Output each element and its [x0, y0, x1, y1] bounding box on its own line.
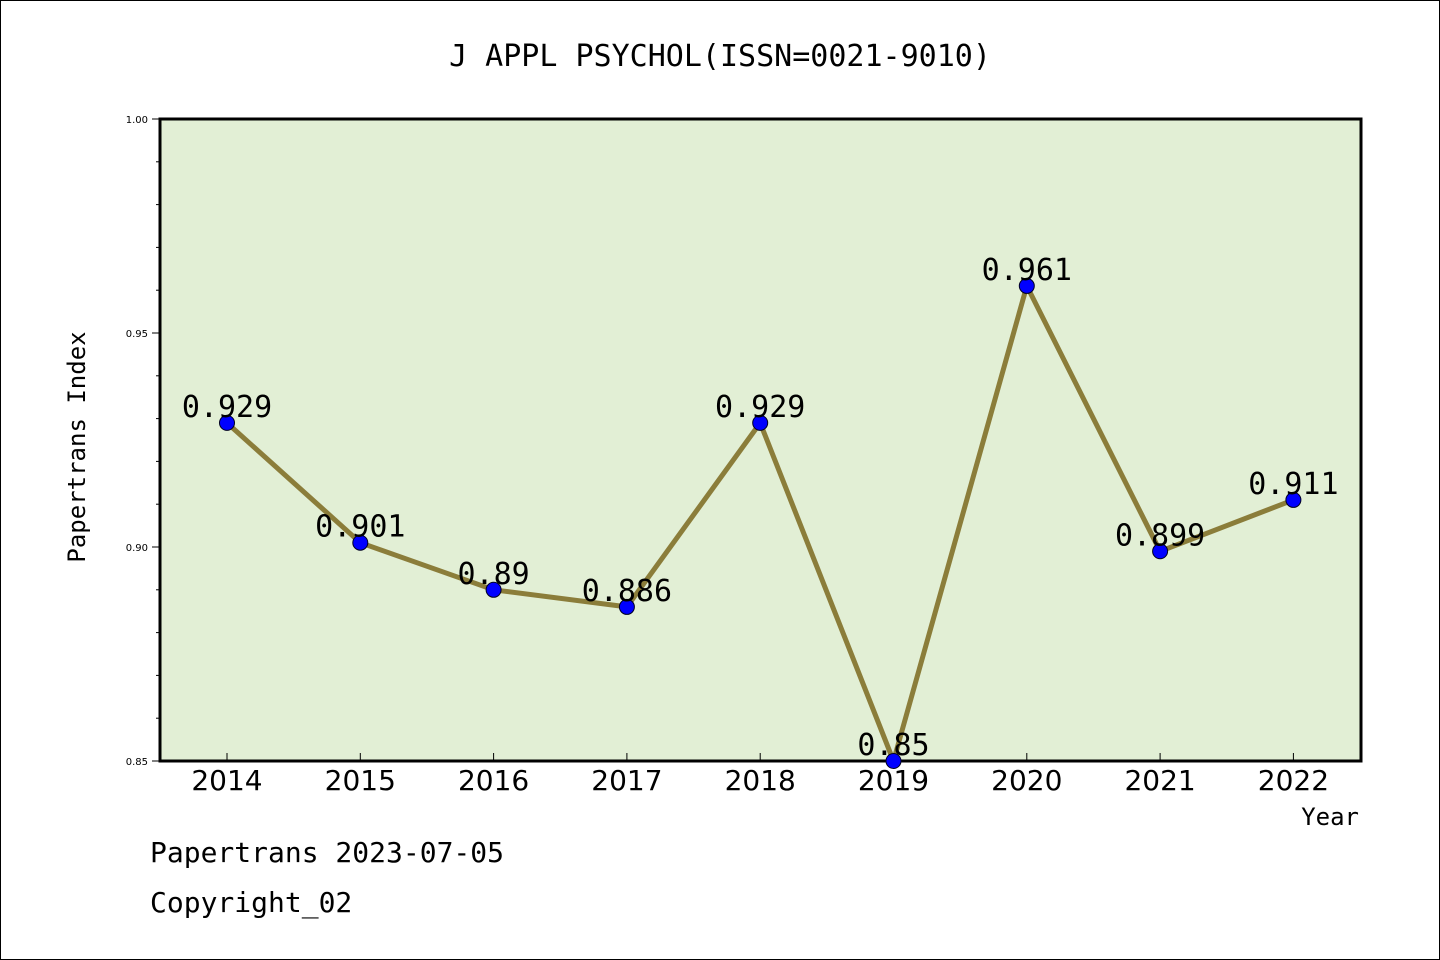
plot-area: [158, 117, 1363, 763]
data-point: [1285, 491, 1302, 508]
y-tick-label: 0.95: [126, 329, 148, 340]
data-point: [752, 414, 769, 431]
x-tick-label: 2019: [858, 764, 929, 797]
x-tick-label: 2018: [725, 764, 796, 797]
data-label: 0.961: [982, 253, 1072, 288]
y-tick-label: 0.90: [126, 543, 148, 554]
data-label: 0.929: [182, 390, 272, 425]
data-point: [618, 598, 635, 615]
footer-date: Papertrans 2023-07-05: [150, 836, 505, 869]
y-tick-label: 1.00: [126, 115, 148, 126]
data-label: 0.886: [582, 574, 672, 609]
x-tick-label: 2014: [191, 764, 262, 797]
data-point: [352, 534, 369, 551]
data-point: [219, 414, 235, 431]
data-label: 0.89: [457, 557, 529, 592]
data-label: 0.899: [1115, 518, 1205, 553]
data-label: 0.911: [1248, 467, 1338, 502]
x-tick-label: 2020: [991, 764, 1062, 797]
data-point: [1018, 277, 1035, 294]
data-labels: 0.929 0.901 0.89 0.886 0.929 0.85 0.961 0.899 0.…: [182, 253, 1339, 763]
series-markers: [219, 277, 1302, 769]
data-label: 0.929: [715, 390, 805, 425]
x-axis: 2014 2015 2016 2017 2018 2019 2020 2021 2022: [191, 753, 1329, 797]
x-tick-label: 2021: [1124, 764, 1195, 797]
data-point: [1152, 543, 1169, 560]
y-axis-label: Papertrans Index: [63, 331, 91, 562]
y-axis: 0.85 0.90 0.95 1.00: [126, 115, 160, 768]
x-tick-label: 2017: [591, 764, 662, 797]
x-tick-label: 2015: [325, 764, 396, 797]
x-axis-label: Year: [1301, 803, 1359, 831]
data-label: 0.85: [857, 728, 929, 763]
x-tick-label: 2016: [458, 764, 529, 797]
footer-copyright: Copyright_02: [150, 886, 353, 919]
x-tick-label: 2022: [1258, 764, 1329, 797]
y-tick-label: 0.85: [126, 757, 148, 768]
data-point: [485, 581, 502, 598]
data-label: 0.901: [315, 510, 405, 545]
chart-title: J APPL PSYCHOL(ISSN=0021-9010): [449, 39, 991, 74]
data-point: [885, 753, 902, 769]
